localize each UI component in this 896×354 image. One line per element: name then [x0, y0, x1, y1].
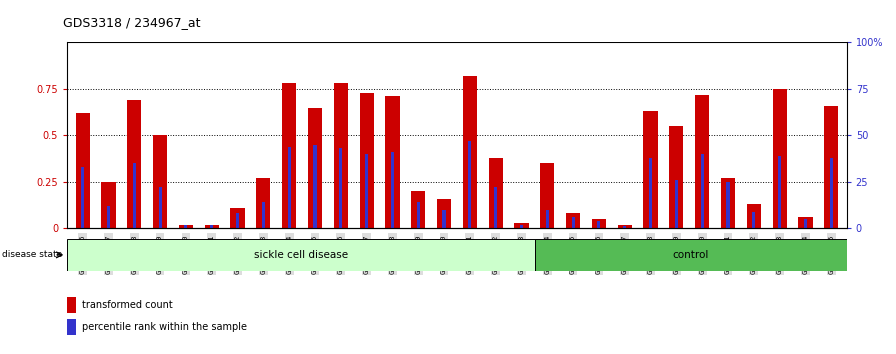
Bar: [535, 239, 847, 271]
Bar: [282, 84, 297, 228]
Bar: [133, 163, 136, 228]
Bar: [262, 202, 265, 228]
Bar: [391, 152, 394, 228]
Bar: [288, 147, 290, 228]
Bar: [314, 145, 316, 228]
Bar: [256, 178, 271, 228]
Text: disease state: disease state: [2, 250, 62, 259]
Bar: [566, 213, 581, 228]
Bar: [101, 182, 116, 228]
Bar: [462, 76, 477, 228]
Bar: [340, 148, 342, 228]
Bar: [236, 213, 239, 228]
Bar: [649, 158, 652, 228]
Bar: [592, 219, 606, 228]
Bar: [385, 96, 400, 228]
Bar: [204, 225, 219, 228]
Bar: [572, 217, 574, 228]
Bar: [211, 225, 213, 228]
Bar: [67, 319, 76, 335]
Bar: [417, 202, 420, 228]
Bar: [830, 158, 832, 228]
Bar: [753, 212, 755, 228]
Bar: [82, 167, 84, 228]
Bar: [727, 182, 729, 228]
Bar: [469, 141, 471, 228]
Bar: [540, 163, 555, 228]
Bar: [624, 227, 626, 228]
Bar: [75, 113, 90, 228]
Bar: [798, 217, 813, 228]
Bar: [546, 210, 549, 228]
Bar: [411, 191, 426, 228]
Bar: [675, 180, 678, 228]
Bar: [308, 108, 322, 228]
Bar: [772, 89, 787, 228]
Bar: [437, 199, 452, 228]
Bar: [230, 208, 245, 228]
Bar: [778, 156, 781, 228]
Text: transformed count: transformed count: [82, 299, 172, 310]
Bar: [159, 188, 161, 228]
Bar: [127, 100, 142, 228]
Text: percentile rank within the sample: percentile rank within the sample: [82, 322, 246, 332]
Bar: [488, 158, 503, 228]
Bar: [669, 126, 684, 228]
Bar: [365, 154, 368, 228]
Bar: [746, 204, 761, 228]
Bar: [598, 221, 600, 228]
Text: control: control: [673, 250, 709, 260]
Bar: [643, 111, 658, 228]
Bar: [179, 225, 193, 228]
Bar: [443, 210, 445, 228]
Bar: [153, 136, 168, 228]
Bar: [617, 225, 632, 228]
Bar: [695, 95, 710, 228]
Bar: [333, 84, 348, 228]
Text: GDS3318 / 234967_at: GDS3318 / 234967_at: [63, 16, 200, 29]
Bar: [520, 225, 523, 228]
Text: sickle cell disease: sickle cell disease: [254, 250, 349, 260]
Bar: [107, 206, 110, 228]
Bar: [185, 225, 187, 228]
Bar: [824, 105, 839, 228]
Bar: [804, 219, 807, 228]
Bar: [67, 239, 535, 271]
Bar: [701, 154, 703, 228]
Bar: [514, 223, 529, 228]
Bar: [721, 178, 735, 228]
Bar: [494, 188, 497, 228]
Bar: [359, 93, 374, 228]
Bar: [67, 297, 76, 313]
